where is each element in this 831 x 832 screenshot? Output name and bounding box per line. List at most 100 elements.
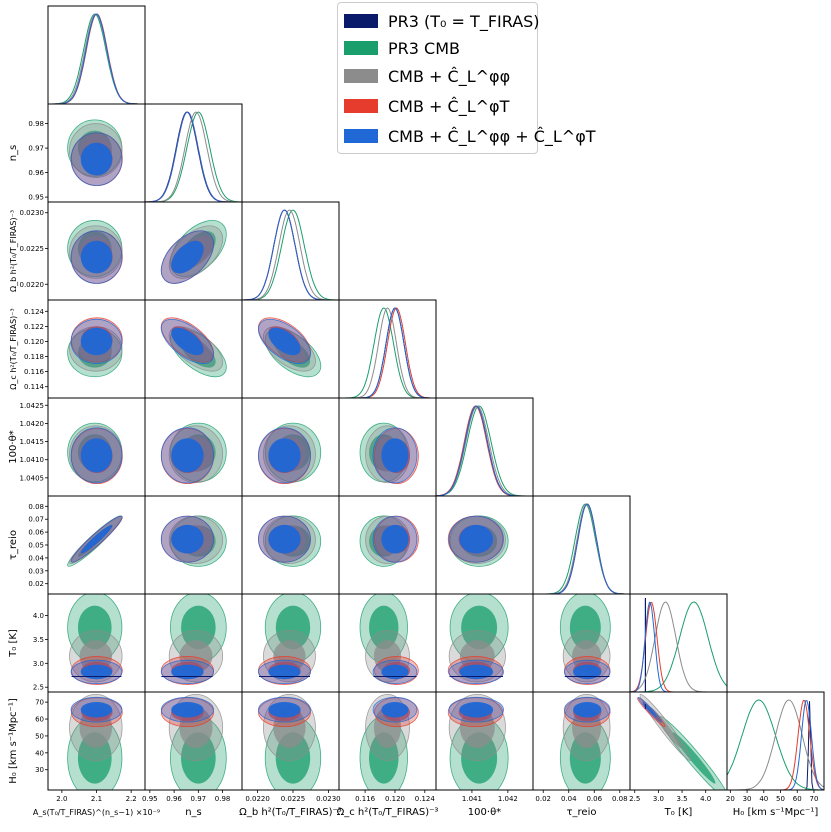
panel-T0-H0: [636, 693, 727, 790]
xtick-label-As-2: 2.2: [126, 795, 137, 803]
ytick-label-tau-0: 0.02: [28, 580, 44, 588]
panel-As-omch2: [67, 317, 123, 378]
xtick-label-ombh2-0: 0.0220: [245, 795, 270, 803]
legend-entry-cmb-phiphi: CMB + Ĉ_L^φφ: [344, 63, 510, 89]
ytick-label-omch2-2: 0.118: [24, 353, 44, 361]
ytick-label-T0-1: 3.0: [33, 660, 44, 668]
panel-tau-H0: [559, 693, 611, 790]
contour68-cmb-c-l-c-l-t-omch2-theta: [381, 438, 409, 473]
pdf-pr3-t0-t-firas-theta: [436, 405, 533, 496]
ytick-label-H0-0: 30: [35, 766, 44, 774]
pdf-cmb-c-l-omch2: [339, 307, 436, 398]
panel-frame-1d-theta: [435, 397, 534, 497]
xtick-label-omch2-2: 0.124: [415, 795, 436, 803]
legend-label-pr3-cmb: PR3 CMB: [388, 38, 460, 58]
pdf-cmb-c-l-c-l-t-H0: [727, 700, 824, 790]
legend-swatch-pr3-firas: [344, 14, 378, 28]
panel-1d-T0: [630, 598, 727, 692]
legend-entry-pr3-firas: PR3 (T₀ = T_FIRAS): [344, 8, 540, 34]
xtick-label-ombh2-2: 0.0230: [316, 795, 341, 803]
panel-frame-1d-T0: [629, 593, 728, 693]
panel-ns-T0: [160, 594, 227, 685]
panel-1d-tau: [533, 503, 630, 594]
xtick-label-ns-1: 0.96: [166, 795, 182, 803]
contour68-pr3-cmb-As-T0: [77, 605, 112, 650]
ytick-label-tau-3: 0.05: [28, 542, 44, 550]
pdf-cmb-c-l-t-T0: [630, 601, 727, 692]
pdf-cmb-c-l-c-l-t-As: [48, 13, 145, 104]
xtick-label-H0-4: 60: [793, 795, 802, 803]
ytick-label-omch2-5: 0.124: [24, 308, 45, 316]
pdf-cmb-c-l-t-H0: [727, 699, 824, 790]
pdf-cmb-c-l-theta: [436, 405, 533, 496]
xtick-label-theta-1: 1.042: [498, 795, 518, 803]
contour68-cmb-c-l-c-l-t-ombh2-T0: [268, 664, 301, 680]
pdf-pr3-t0-t-firas-omch2: [339, 307, 436, 398]
contour68-cmb-c-l-c-l-t-ns-tau: [171, 524, 204, 554]
panel-frame-1d-tau: [532, 495, 631, 595]
panel-frame-1d-ombh2: [241, 201, 340, 301]
xlabel-theta: 100·θ*: [468, 807, 501, 818]
panel-frame-1d-ns: [144, 103, 243, 203]
xtick-label-T0-3: 4.0: [700, 795, 711, 803]
contour68-cmb-c-l-c-l-t-ombh2-omch2: [268, 327, 301, 356]
ytick-label-ns-3: 0.98: [28, 120, 44, 128]
ytick-label-ombh2-0: 0.0220: [20, 281, 45, 289]
panel-ombh2-theta: [258, 422, 322, 485]
xtick-label-T0-2: 3.5: [676, 795, 687, 803]
xtick-label-ombh2-1: 0.0225: [281, 795, 306, 803]
contour68-cmb-c-l-c-l-t-theta-tau: [459, 524, 494, 554]
ytick-label-omch2-0: 0.114: [24, 383, 45, 391]
contour68-cmb-c-l-c-l-t-tau-H0: [573, 702, 602, 718]
panel-1d-H0: [727, 699, 824, 790]
panel-As-ombh2: [67, 220, 123, 284]
xtick-label-ns-2: 0.97: [191, 795, 207, 803]
panel-omch2-H0: [359, 693, 419, 790]
xtick-label-T0-1: 3.0: [653, 795, 664, 803]
panel-frame-1d-As: [47, 5, 146, 105]
xtick-label-tau-3: 0.08: [612, 795, 628, 803]
ytick-label-T0-2: 3.5: [33, 636, 44, 644]
ylabel-tau: τ_reio: [8, 530, 19, 560]
panel-As-T0: [67, 594, 123, 685]
pdf-cmb-c-l-t-omch2: [339, 307, 436, 398]
panel-ombh2-tau: [258, 515, 322, 567]
ytick-label-omch2-3: 0.120: [24, 338, 44, 346]
contour68-cmb-c-l-c-l-t-ombh2-H0: [268, 702, 301, 718]
legend-swatch-cmb-phit: [344, 99, 378, 113]
panel-frame-1d-omch2: [338, 299, 437, 399]
contour68-cmb-c-l-c-l-t-omch2-H0: [381, 702, 409, 718]
pdf-pr3-t0-t-firas-H0: [727, 701, 824, 790]
contour68-cmb-c-l-c-l-t-T0-H0: [642, 702, 658, 718]
panel-ombh2-H0: [258, 693, 322, 790]
ytick-label-tau-2: 0.04: [28, 554, 44, 562]
contour68-cmb-c-l-c-l-t-As-tau: [80, 524, 113, 554]
xlabel-As: A_s(T₀/T_FIRAS)^(n_s−1) ×10⁻⁹: [33, 808, 160, 817]
ylabel-H0: H₀ [km s⁻¹Mpc⁻¹]: [8, 698, 19, 784]
panel-ns-ombh2: [160, 220, 227, 284]
legend-entry-cmb-phit: CMB + Ĉ_L^φT: [344, 93, 509, 119]
ylabel-ns: n_s: [8, 145, 19, 162]
pdf-cmb-c-l-ns: [145, 111, 242, 202]
xlabel-omch2: Ω_c h²(T₀/T_FIRAS)⁻³: [337, 807, 439, 818]
ylabel-ombh2: Ω_b h²(T₀/T_FIRAS)⁻³: [9, 210, 18, 292]
xtick-label-tau-1: 0.04: [561, 795, 577, 803]
ytick-label-tau-1: 0.03: [28, 567, 44, 575]
legend-entry-cmb-both: CMB + Ĉ_L^φφ + Ĉ_L^φT: [344, 123, 596, 149]
panel-As-H0: [67, 693, 123, 790]
contour68-cmb-c-l-c-l-t-As-H0: [80, 702, 113, 718]
legend-swatch-pr3-cmb: [344, 41, 378, 55]
contour68-pr3-cmb-theta-T0: [461, 605, 498, 650]
contour68-cmb-c-l-c-l-t-omch2-tau: [381, 524, 409, 554]
panel-1d-ombh2: [242, 209, 339, 300]
pdf-cmb-c-l-As: [48, 13, 145, 104]
xtick-label-H0-0: 20: [726, 795, 735, 803]
panel-theta-T0: [447, 594, 509, 685]
panel-ombh2-T0: [258, 594, 322, 685]
ytick-label-theta-3: 1.0420: [20, 420, 45, 428]
panel-1d-theta: [436, 405, 533, 496]
pdf-cmb-c-l-t-As: [48, 13, 145, 104]
xtick-label-As-1: 2.1: [91, 795, 102, 803]
legend-entry-pr3-cmb: PR3 CMB: [344, 35, 460, 61]
pdf-cmb-c-l-c-l-t-ombh2: [242, 209, 339, 300]
